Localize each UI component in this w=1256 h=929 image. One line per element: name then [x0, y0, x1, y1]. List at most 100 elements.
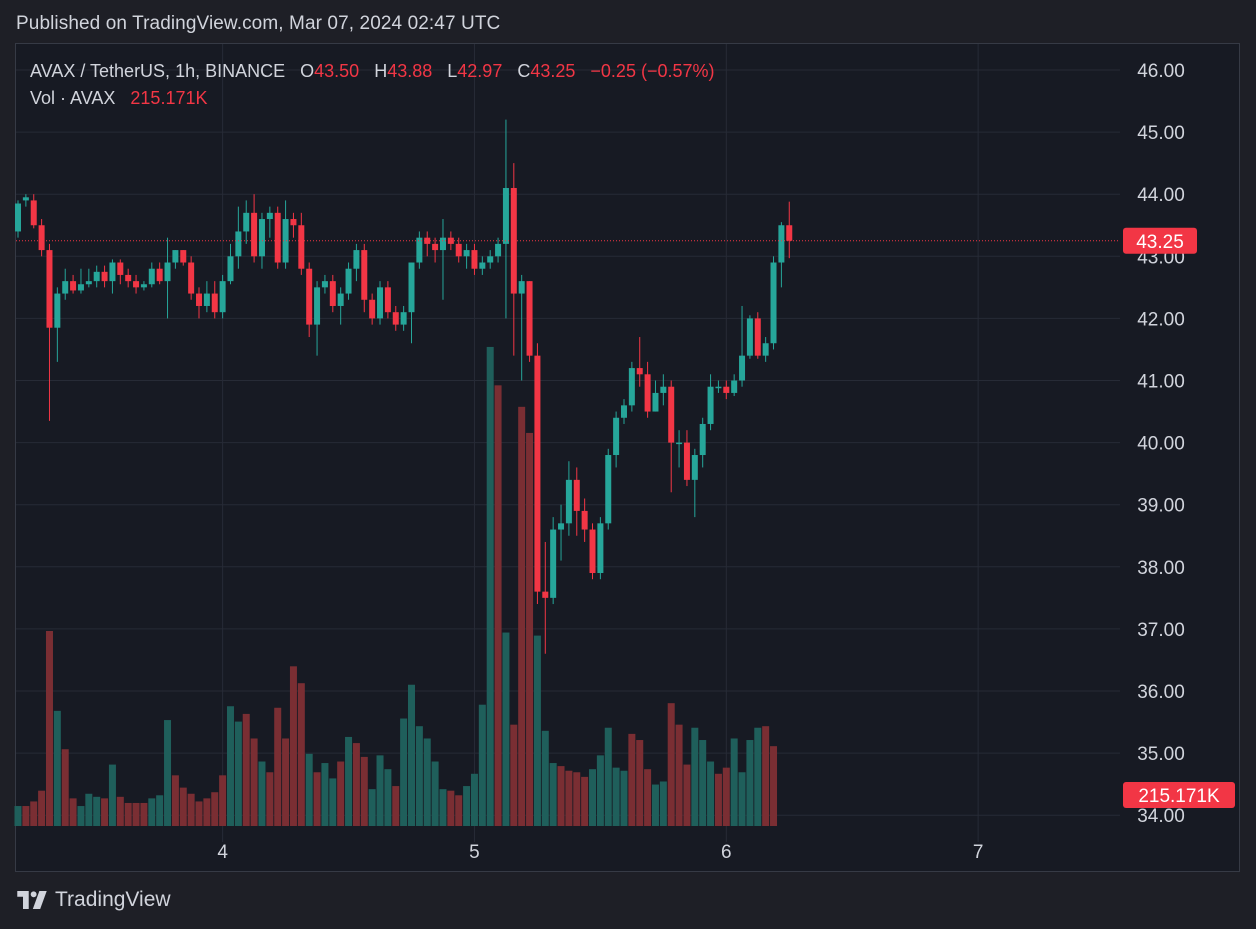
candle[interactable]	[172, 250, 179, 269]
candle[interactable]	[565, 461, 572, 536]
candle[interactable]	[723, 380, 730, 400]
candle[interactable]	[676, 430, 683, 468]
candle[interactable]	[77, 268, 84, 294]
candle[interactable]	[117, 259, 124, 285]
candle[interactable]	[377, 281, 384, 325]
candle[interactable]	[408, 262, 415, 344]
candle[interactable]	[392, 305, 399, 331]
candle[interactable]	[211, 281, 218, 319]
candle[interactable]	[778, 222, 785, 288]
candle[interactable]	[314, 281, 321, 356]
candle[interactable]	[140, 281, 147, 291]
candle[interactable]	[251, 194, 258, 263]
candle[interactable]	[156, 262, 163, 285]
candle[interactable]	[62, 268, 69, 300]
candle[interactable]	[542, 541, 549, 654]
candle[interactable]	[699, 417, 706, 468]
candle[interactable]	[518, 274, 525, 381]
candle[interactable]	[786, 201, 793, 259]
candle[interactable]	[754, 312, 761, 359]
candle[interactable]	[133, 274, 140, 294]
candle[interactable]	[54, 287, 61, 362]
candle[interactable]	[321, 274, 328, 294]
candle[interactable]	[636, 337, 643, 387]
candle[interactable]	[180, 250, 187, 266]
candle[interactable]	[652, 380, 659, 412]
candle[interactable]	[526, 281, 533, 362]
candle[interactable]	[188, 256, 195, 300]
candle[interactable]	[691, 448, 698, 518]
candle[interactable]	[148, 262, 155, 288]
candle[interactable]	[447, 231, 454, 251]
candle[interactable]	[770, 256, 777, 350]
candle[interactable]	[589, 523, 596, 580]
candle[interactable]	[400, 305, 407, 331]
candle[interactable]	[274, 206, 281, 269]
tradingview-brand[interactable]: TradingView	[17, 888, 171, 912]
candle[interactable]	[70, 274, 77, 294]
candle[interactable]	[605, 448, 612, 530]
candle[interactable]	[502, 119, 509, 319]
candle[interactable]	[424, 231, 431, 257]
candle[interactable]	[125, 268, 132, 288]
candle[interactable]	[644, 361, 651, 418]
candle[interactable]	[573, 467, 580, 536]
candle[interactable]	[227, 243, 234, 285]
candle[interactable]	[369, 293, 376, 325]
candle[interactable]	[683, 430, 690, 487]
candle[interactable]	[101, 265, 108, 288]
candle[interactable]	[660, 374, 667, 406]
candle[interactable]	[613, 411, 620, 468]
candle[interactable]	[298, 212, 305, 275]
candle[interactable]	[109, 259, 116, 294]
candle[interactable]	[746, 315, 753, 359]
candle[interactable]	[93, 265, 100, 288]
candle[interactable]	[628, 361, 635, 412]
candle[interactable]	[762, 337, 769, 362]
candle[interactable]	[243, 200, 250, 244]
candle[interactable]	[164, 237, 171, 319]
candle[interactable]	[384, 281, 391, 319]
candle[interactable]	[15, 200, 21, 238]
candle[interactable]	[290, 212, 297, 238]
candle[interactable]	[345, 262, 352, 300]
candle[interactable]	[739, 305, 746, 387]
candle[interactable]	[353, 243, 360, 282]
candle[interactable]	[455, 237, 462, 263]
chart-panel[interactable]	[15, 43, 1240, 872]
candle[interactable]	[550, 517, 557, 605]
candle[interactable]	[597, 517, 604, 580]
candle[interactable]	[235, 206, 242, 269]
candle[interactable]	[46, 243, 53, 421]
candle[interactable]	[306, 262, 313, 338]
candle[interactable]	[731, 374, 738, 397]
candle[interactable]	[203, 281, 210, 313]
candle[interactable]	[463, 243, 470, 269]
candle[interactable]	[581, 498, 588, 542]
candle[interactable]	[620, 399, 627, 424]
candle[interactable]	[471, 243, 478, 275]
candle[interactable]	[534, 343, 541, 605]
candle[interactable]	[38, 219, 45, 257]
candle[interactable]	[282, 200, 289, 269]
candle[interactable]	[479, 256, 486, 275]
candle[interactable]	[219, 274, 226, 319]
candle[interactable]	[329, 274, 336, 313]
candle[interactable]	[416, 231, 423, 269]
candle[interactable]	[196, 287, 203, 319]
candle[interactable]	[495, 237, 502, 263]
candle[interactable]	[707, 374, 714, 431]
candle[interactable]	[258, 212, 265, 269]
candle[interactable]	[715, 380, 722, 393]
candle[interactable]	[22, 194, 29, 207]
candle[interactable]	[668, 380, 675, 493]
candle[interactable]	[337, 287, 344, 325]
candle[interactable]	[510, 163, 517, 356]
candle[interactable]	[361, 243, 368, 313]
candle[interactable]	[432, 237, 439, 263]
candle[interactable]	[266, 206, 273, 238]
candle[interactable]	[439, 219, 446, 300]
candle[interactable]	[30, 194, 37, 229]
candle[interactable]	[558, 504, 565, 561]
